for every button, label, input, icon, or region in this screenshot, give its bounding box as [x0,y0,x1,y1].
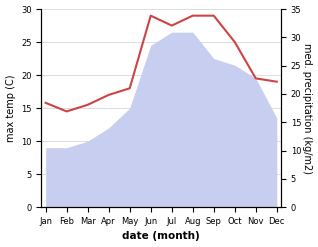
X-axis label: date (month): date (month) [122,231,200,242]
Y-axis label: max temp (C): max temp (C) [5,74,16,142]
Y-axis label: med. precipitation (kg/m2): med. precipitation (kg/m2) [302,43,313,174]
